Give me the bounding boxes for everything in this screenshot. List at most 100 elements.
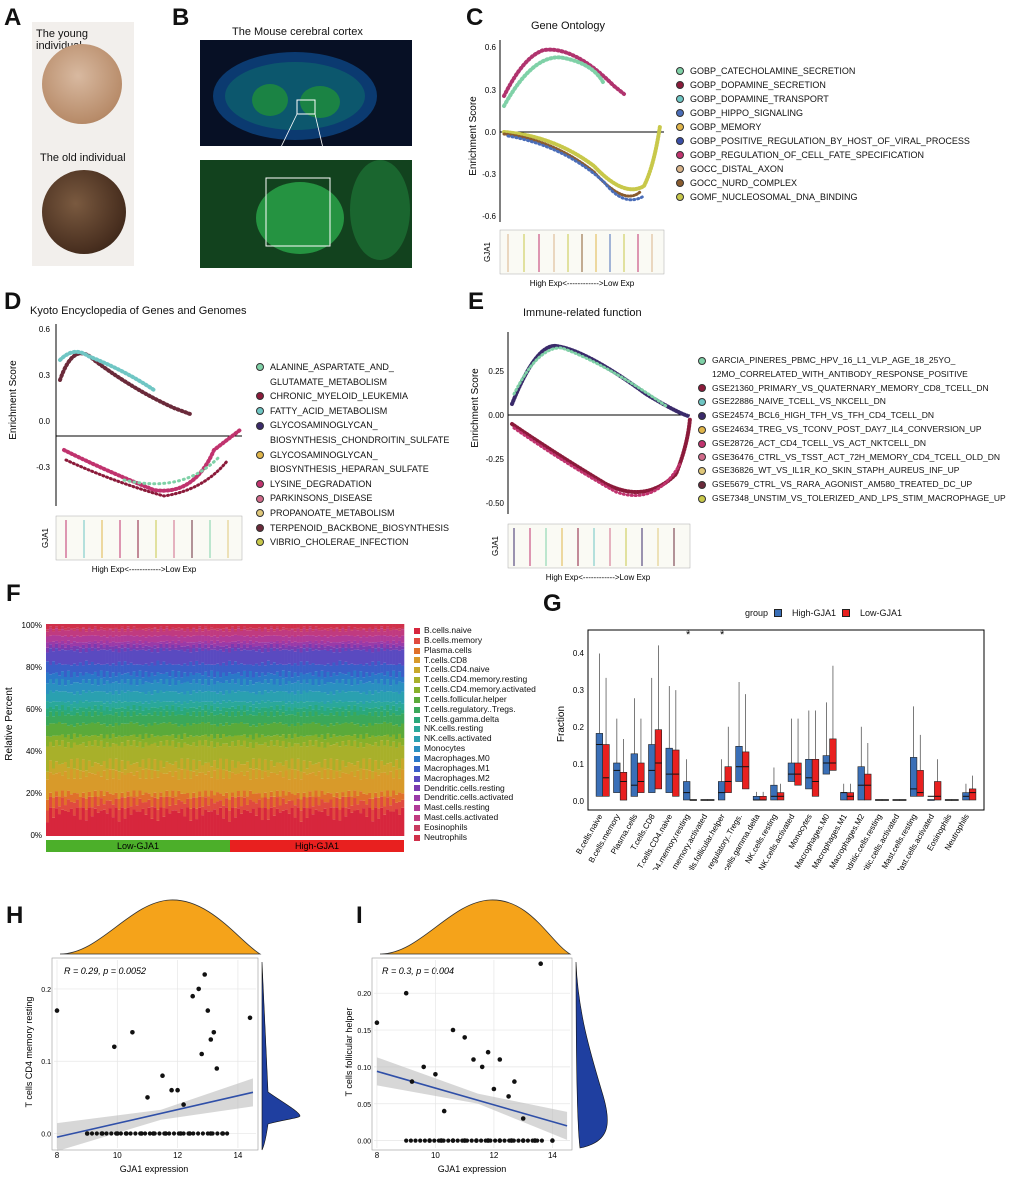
- stacked-bar-segment: [123, 701, 127, 709]
- stacked-bar-segment: [398, 628, 402, 631]
- stacked-bar-segment: [305, 768, 309, 775]
- stacked-bar-segment: [48, 624, 53, 627]
- stacked-bar-segment: [129, 814, 133, 836]
- stacked-bar-segment: [162, 722, 166, 736]
- stacked-bar-segment: [251, 684, 256, 693]
- panel-c-letter: C: [466, 4, 484, 31]
- stacked-bar-segment: [233, 631, 238, 635]
- stacked-bar-segment: [144, 792, 148, 803]
- stacked-bar-segment: [395, 710, 399, 716]
- stacked-bar-segment: [54, 690, 59, 702]
- stacked-bar-segment: [299, 636, 303, 643]
- stacked-bar-segment: [135, 628, 139, 631]
- stacked-bar-segment: [102, 664, 106, 678]
- stacked-bar-segment: [192, 707, 196, 712]
- stacked-bar-segment: [353, 636, 357, 641]
- stacked-bar-segment: [171, 810, 175, 836]
- stacked-bar-segment: [248, 790, 253, 800]
- stacked-bar-segment: [222, 715, 226, 726]
- stacked-bar-segment: [72, 742, 77, 769]
- stacked-bar-segment: [248, 768, 253, 780]
- stacked-bar-segment: [332, 636, 336, 643]
- stacked-bar-segment: [269, 711, 274, 724]
- stacked-bar-segment: [341, 641, 345, 644]
- stacked-bar-segment: [380, 635, 384, 642]
- stacked-bar-segment: [105, 640, 109, 645]
- stacked-bar-segment: [213, 691, 217, 704]
- stacked-bar-segment: [111, 715, 115, 727]
- stacked-bar-segment: [257, 723, 262, 738]
- stacked-bar-segment: [141, 684, 145, 692]
- stacked-bar-segment: [317, 737, 321, 747]
- stacked-bar-segment: [323, 769, 327, 795]
- stacked-bar-segment: [54, 711, 59, 724]
- stacked-bar-segment: [219, 703, 223, 711]
- x-tick-label: 10: [431, 1151, 440, 1160]
- stacked-bar-segment: [398, 630, 402, 638]
- stacked-bar-segment: [278, 812, 282, 836]
- stacked-bar-segment: [72, 701, 77, 708]
- stacked-bar-segment: [365, 646, 369, 652]
- stacked-bar-segment: [222, 662, 226, 673]
- stacked-bar-segment: [356, 809, 360, 836]
- stacked-bar-segment: [219, 665, 223, 678]
- stacked-bar-segment: [120, 772, 124, 793]
- stacked-bar-segment: [225, 635, 229, 643]
- stacked-bar-segment: [263, 797, 268, 808]
- stacked-bar-segment: [335, 645, 339, 649]
- stacked-bar-segment: [120, 635, 124, 643]
- stacked-bar-segment: [84, 700, 89, 709]
- stacked-bar-segment: [260, 715, 265, 726]
- stacked-bar-segment: [153, 628, 157, 636]
- stacked-bar-segment: [344, 647, 348, 651]
- stacked-bar-segment: [111, 624, 115, 629]
- stacked-bar-segment: [302, 665, 306, 675]
- stacked-bar-segment: [99, 790, 103, 799]
- stacked-bar-segment: [269, 628, 274, 636]
- stacked-bar-segment: [180, 769, 184, 794]
- stacked-bar-segment: [371, 745, 375, 772]
- stacked-bar-segment: [90, 709, 95, 717]
- legend-item: NK.cells.activated: [414, 733, 536, 744]
- boxplot-box: [672, 749, 680, 797]
- stacked-bar-segment: [392, 640, 396, 645]
- stacked-bar-segment: [147, 793, 151, 800]
- scatter-point: [211, 1030, 217, 1035]
- stacked-bar-segment: [132, 809, 136, 836]
- stacked-bar-segment: [302, 723, 306, 737]
- stacked-bar-segment: [123, 641, 127, 648]
- stacked-bar-segment: [236, 690, 241, 702]
- stacked-bar-segment: [239, 642, 244, 648]
- panel-e-ytick: 0.00: [488, 411, 504, 420]
- stacked-bar-segment: [141, 739, 145, 748]
- stacked-bar-segment: [236, 648, 241, 665]
- stacked-bar-segment: [46, 810, 50, 823]
- stacked-bar-segment: [156, 672, 160, 683]
- stacked-bar-segment: [99, 636, 103, 641]
- stacked-bar-segment: [239, 624, 244, 630]
- stacked-bar-segment: [380, 772, 384, 792]
- stacked-bar-segment: [362, 758, 366, 770]
- stacked-bar-segment: [180, 683, 184, 693]
- stacked-bar-segment: [365, 743, 369, 770]
- stacked-bar-segment: [329, 682, 333, 692]
- stacked-bar-segment: [251, 677, 256, 685]
- stacked-bar-segment: [269, 723, 274, 737]
- legend-label: T.cells.CD4.naive: [424, 664, 490, 675]
- stacked-bar-segment: [317, 796, 321, 806]
- stacked-bar-segment: [150, 725, 154, 735]
- stacked-bar-segment: [314, 649, 318, 665]
- panel-h-scatter: T cells CD4 memory resting GJA1 expressi…: [24, 899, 301, 1174]
- stacked-bar-segment: [236, 626, 241, 629]
- stacked-bar-segment: [90, 701, 95, 710]
- high-gja1-label: High-GJA1: [295, 841, 339, 851]
- stacked-bar-segment: [242, 640, 247, 645]
- stacked-bar-segment: [66, 627, 71, 631]
- stacked-bar-segment: [275, 626, 279, 629]
- stacked-bar-segment: [51, 629, 56, 632]
- stacked-bar-segment: [63, 805, 68, 811]
- stacked-bar-segment: [54, 723, 59, 736]
- stacked-bar-segment: [305, 635, 309, 642]
- stacked-bar-segment: [171, 636, 175, 641]
- stacked-bar-segment: [302, 690, 306, 703]
